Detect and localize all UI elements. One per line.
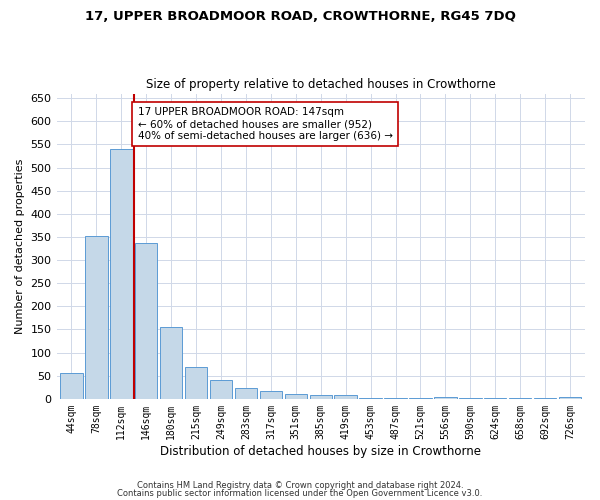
Bar bbox=[310, 394, 332, 399]
Bar bbox=[434, 397, 457, 399]
Bar bbox=[60, 374, 83, 399]
X-axis label: Distribution of detached houses by size in Crowthorne: Distribution of detached houses by size … bbox=[160, 444, 481, 458]
Text: 17, UPPER BROADMOOR ROAD, CROWTHORNE, RG45 7DQ: 17, UPPER BROADMOOR ROAD, CROWTHORNE, RG… bbox=[85, 10, 515, 23]
Text: Contains HM Land Registry data © Crown copyright and database right 2024.: Contains HM Land Registry data © Crown c… bbox=[137, 481, 463, 490]
Bar bbox=[135, 243, 157, 399]
Bar bbox=[235, 388, 257, 399]
Text: Contains public sector information licensed under the Open Government Licence v3: Contains public sector information licen… bbox=[118, 488, 482, 498]
Bar bbox=[559, 397, 581, 399]
Text: 17 UPPER BROADMOOR ROAD: 147sqm
← 60% of detached houses are smaller (952)
40% o: 17 UPPER BROADMOOR ROAD: 147sqm ← 60% of… bbox=[137, 108, 392, 140]
Bar bbox=[359, 398, 382, 399]
Bar bbox=[260, 390, 282, 399]
Bar bbox=[160, 327, 182, 399]
Bar bbox=[85, 236, 107, 399]
Y-axis label: Number of detached properties: Number of detached properties bbox=[15, 158, 25, 334]
Bar bbox=[210, 380, 232, 399]
Bar bbox=[185, 368, 208, 399]
Bar bbox=[284, 394, 307, 399]
Bar bbox=[110, 149, 133, 399]
Bar bbox=[334, 394, 357, 399]
Title: Size of property relative to detached houses in Crowthorne: Size of property relative to detached ho… bbox=[146, 78, 496, 91]
